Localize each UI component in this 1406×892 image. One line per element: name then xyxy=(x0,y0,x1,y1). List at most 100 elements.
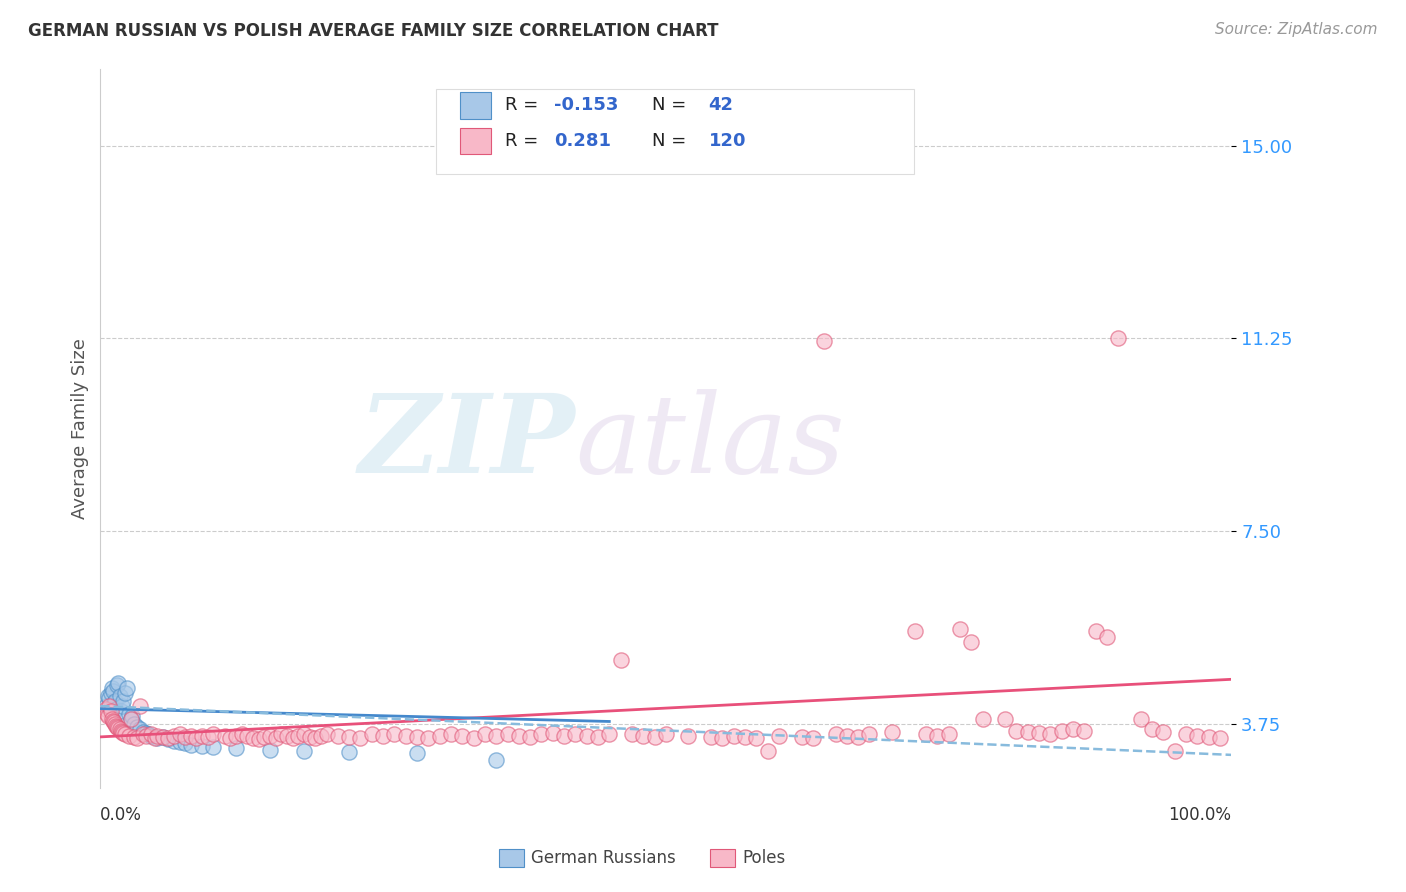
Point xyxy=(598,727,620,741)
Point xyxy=(451,729,474,743)
Point xyxy=(110,704,132,718)
Point xyxy=(360,727,382,741)
Point xyxy=(132,724,155,739)
Text: Source: ZipAtlas.com: Source: ZipAtlas.com xyxy=(1215,22,1378,37)
Point xyxy=(1005,723,1028,738)
Point xyxy=(337,730,360,744)
Point xyxy=(169,735,191,749)
Point xyxy=(846,730,869,744)
Point xyxy=(129,699,152,714)
Point xyxy=(756,744,779,758)
Point xyxy=(191,729,214,743)
Point xyxy=(100,681,122,695)
Point xyxy=(242,731,264,745)
Point xyxy=(174,730,197,744)
Text: GERMAN RUSSIAN VS POLISH AVERAGE FAMILY SIZE CORRELATION CHART: GERMAN RUSSIAN VS POLISH AVERAGE FAMILY … xyxy=(28,22,718,40)
Point xyxy=(197,730,219,744)
Point xyxy=(1039,727,1062,741)
Point xyxy=(858,727,880,741)
Point xyxy=(406,730,429,744)
Point xyxy=(298,730,321,744)
Point xyxy=(108,722,131,736)
Text: R =: R = xyxy=(505,132,544,150)
Point xyxy=(586,730,609,744)
Point xyxy=(463,731,485,745)
Point xyxy=(564,727,586,741)
Point xyxy=(418,731,440,745)
Point xyxy=(395,729,418,743)
Point xyxy=(117,706,139,721)
Point xyxy=(835,729,858,743)
Point xyxy=(519,730,541,744)
Text: ZIP: ZIP xyxy=(359,389,575,497)
Point xyxy=(530,727,553,741)
Point xyxy=(157,732,180,747)
Point xyxy=(259,729,281,743)
Point xyxy=(157,731,180,745)
Point xyxy=(259,743,281,757)
Point xyxy=(111,694,134,708)
Point xyxy=(180,738,202,752)
Point xyxy=(801,731,824,745)
Point xyxy=(100,704,122,718)
Point xyxy=(1017,724,1039,739)
Point xyxy=(146,729,169,743)
Point xyxy=(1140,722,1163,736)
Point xyxy=(1107,331,1129,345)
Point xyxy=(276,729,298,743)
Point xyxy=(94,701,117,715)
Point xyxy=(225,729,247,743)
Point xyxy=(98,691,121,706)
Point xyxy=(904,624,927,639)
Point xyxy=(132,727,155,741)
Point xyxy=(225,741,247,756)
Point xyxy=(186,731,208,745)
Point xyxy=(309,729,332,743)
Point xyxy=(575,729,598,743)
Point xyxy=(508,729,530,743)
Point xyxy=(496,727,519,741)
Point xyxy=(927,729,949,743)
Text: N =: N = xyxy=(652,132,692,150)
Point xyxy=(96,706,118,721)
Point xyxy=(163,734,186,748)
Point xyxy=(135,726,157,740)
Point xyxy=(994,712,1017,726)
Point xyxy=(231,727,253,741)
Point xyxy=(326,729,349,743)
Text: 120: 120 xyxy=(709,132,747,150)
Point xyxy=(143,731,166,745)
Point xyxy=(1209,731,1232,745)
Point xyxy=(485,729,508,743)
Point xyxy=(474,727,496,741)
Point xyxy=(169,727,191,741)
Point xyxy=(97,689,120,703)
Point xyxy=(104,694,127,708)
Point xyxy=(120,712,142,726)
Point xyxy=(152,730,174,744)
Text: atlas: atlas xyxy=(575,389,845,497)
Point xyxy=(734,730,756,744)
Point xyxy=(202,727,225,741)
Point xyxy=(114,727,136,741)
Text: R =: R = xyxy=(505,96,544,114)
Point xyxy=(135,729,157,743)
Point xyxy=(94,699,117,714)
Point xyxy=(813,334,835,348)
Point xyxy=(125,731,148,745)
Point xyxy=(180,729,202,743)
Point xyxy=(105,701,128,715)
Point xyxy=(146,731,169,745)
Point xyxy=(1095,630,1118,644)
Point xyxy=(101,714,124,729)
Point xyxy=(304,731,326,745)
Point xyxy=(111,699,134,714)
Point xyxy=(292,727,315,741)
Point xyxy=(105,678,128,692)
Point xyxy=(745,731,768,745)
Point xyxy=(214,729,236,743)
Point xyxy=(103,697,125,711)
Text: 0.281: 0.281 xyxy=(554,132,612,150)
Point xyxy=(98,699,121,714)
Point xyxy=(125,720,148,734)
